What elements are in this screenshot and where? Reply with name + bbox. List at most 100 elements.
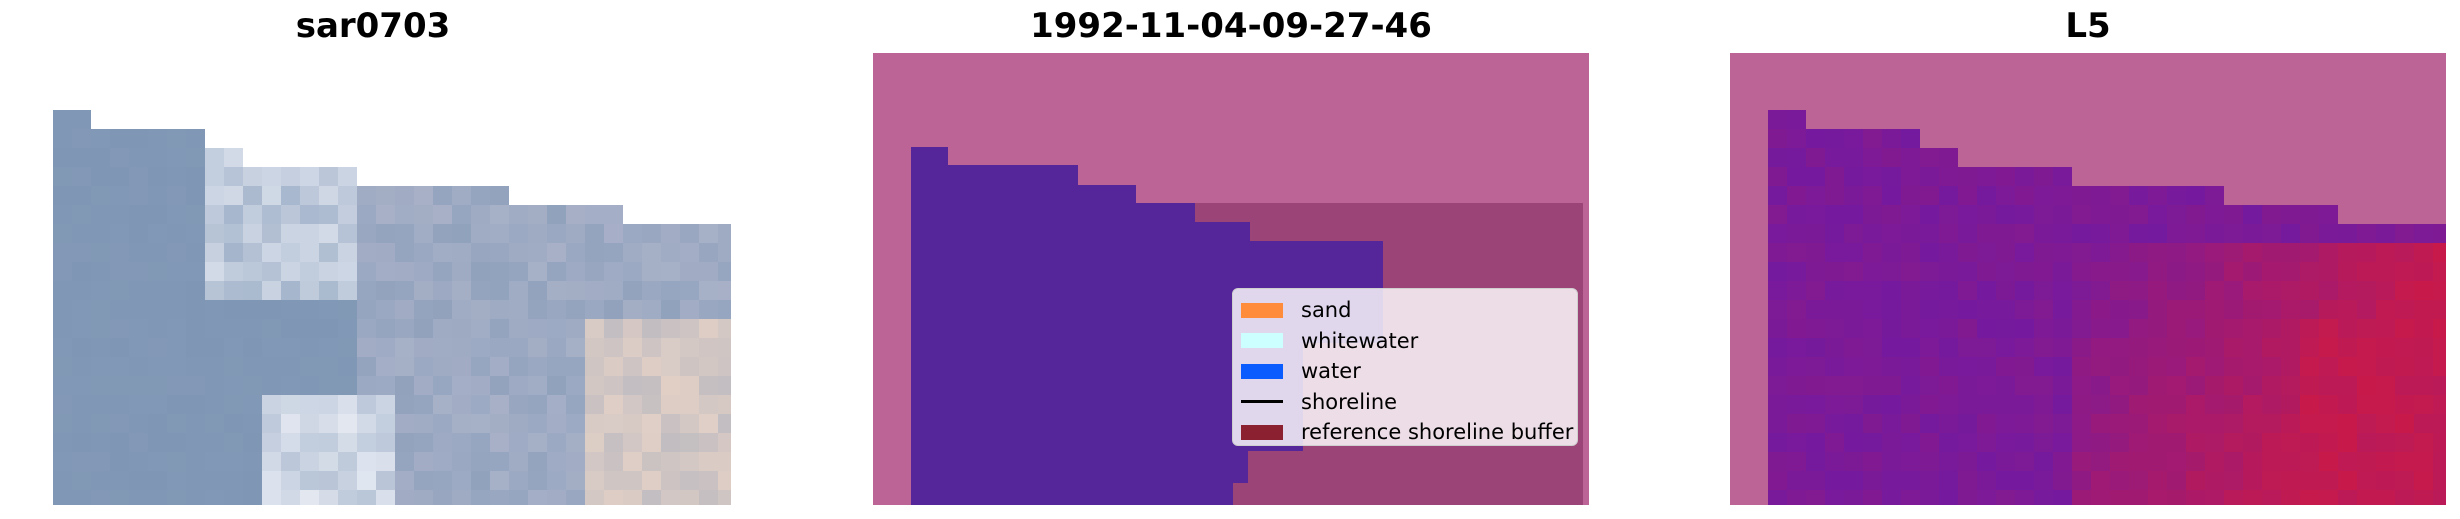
probability-pixel — [1939, 205, 1958, 224]
probability-pixel — [1768, 262, 1787, 281]
image-pixel — [547, 433, 566, 452]
image-pixel — [414, 186, 433, 205]
probability-pixel — [2148, 262, 2167, 281]
image-pixel — [585, 433, 604, 452]
image-pixel — [357, 490, 376, 505]
image-pixel — [604, 300, 623, 319]
probability-pixel — [2262, 205, 2281, 224]
legend-label: reference shoreline buffer — [1301, 420, 1574, 445]
image-pixel — [167, 224, 186, 243]
probability-pixel — [2433, 300, 2446, 319]
image-pixel — [471, 186, 490, 205]
image-pixel — [528, 395, 547, 414]
probability-pixel — [1996, 300, 2015, 319]
image-pixel — [205, 167, 224, 186]
image-pixel — [129, 243, 148, 262]
image-pixel — [148, 148, 167, 167]
image-pixel — [604, 490, 623, 505]
image-pixel — [72, 433, 91, 452]
probability-pixel — [2129, 262, 2148, 281]
image-pixel — [148, 414, 167, 433]
probability-pixel — [2281, 205, 2300, 224]
image-pixel — [509, 433, 528, 452]
probability-pixel — [1882, 148, 1901, 167]
image-pixel — [718, 452, 731, 471]
image-pixel — [566, 414, 585, 433]
image-pixel — [623, 300, 642, 319]
image-pixel — [376, 452, 395, 471]
probability-pixel — [2395, 471, 2414, 490]
image-pixel — [547, 338, 566, 357]
probability-pixel — [1863, 357, 1882, 376]
probability-pixel — [1863, 300, 1882, 319]
probability-pixel — [1768, 357, 1787, 376]
image-pixel — [224, 414, 243, 433]
image-pixel — [110, 167, 129, 186]
buffer-swatch — [1241, 424, 1283, 440]
image-pixel — [490, 243, 509, 262]
probability-pixel — [2167, 433, 2186, 452]
image-pixel — [281, 300, 300, 319]
image-pixel — [452, 395, 471, 414]
image-pixel — [53, 300, 72, 319]
probability-pixel — [2034, 357, 2053, 376]
image-pixel — [490, 205, 509, 224]
image-pixel — [186, 376, 205, 395]
image-pixel — [661, 262, 680, 281]
probability-pixel — [1806, 243, 1825, 262]
image-pixel — [319, 186, 338, 205]
image-pixel — [281, 452, 300, 471]
image-pixel — [509, 319, 528, 338]
probability-pixel — [2205, 243, 2224, 262]
probability-pixel — [2110, 224, 2129, 243]
image-pixel — [186, 186, 205, 205]
shoreline-line-icon — [1241, 400, 1283, 404]
image-pixel — [205, 281, 224, 300]
probability-pixel — [1920, 357, 1939, 376]
probability-pixel — [1806, 262, 1825, 281]
image-pixel — [699, 433, 718, 452]
probability-pixel — [1768, 490, 1787, 505]
probability-pixel — [2281, 224, 2300, 243]
probability-pixel — [2148, 300, 2167, 319]
image-pixel — [452, 357, 471, 376]
image-pixel — [281, 319, 300, 338]
probability-pixel — [2376, 281, 2395, 300]
image-pixel — [509, 281, 528, 300]
legend-item-whitewater: whitewater — [1241, 326, 1569, 357]
probability-pixel — [2376, 433, 2395, 452]
image-pixel — [224, 205, 243, 224]
probability-pixel — [1882, 490, 1901, 505]
image-pixel — [414, 224, 433, 243]
image-pixel — [72, 148, 91, 167]
image-pixel — [585, 319, 604, 338]
probability-pixel — [1939, 338, 1958, 357]
probability-pixel — [1996, 281, 2015, 300]
image-pixel — [91, 148, 110, 167]
image-pixel — [680, 395, 699, 414]
probability-pixel — [2433, 471, 2446, 490]
probability-pixel — [1806, 338, 1825, 357]
probability-pixel — [2148, 414, 2167, 433]
image-pixel — [642, 414, 661, 433]
image-pixel — [490, 395, 509, 414]
probability-pixel — [2376, 224, 2395, 243]
image-pixel — [471, 300, 490, 319]
image-pixel — [528, 452, 547, 471]
image-pixel — [319, 471, 338, 490]
probability-pixel — [2262, 376, 2281, 395]
probability-pixel — [1768, 319, 1787, 338]
image-pixel — [566, 376, 585, 395]
probability-pixel — [2053, 186, 2072, 205]
probability-pixel — [2376, 357, 2395, 376]
image-pixel — [604, 205, 623, 224]
image-pixel — [395, 319, 414, 338]
probability-pixel — [2015, 471, 2034, 490]
probability-pixel — [1787, 186, 1806, 205]
probability-pixel — [2281, 414, 2300, 433]
probability-pixel — [2376, 395, 2395, 414]
image-pixel — [471, 414, 490, 433]
probability-pixel — [2091, 338, 2110, 357]
image-pixel — [243, 452, 262, 471]
image-pixel — [699, 357, 718, 376]
